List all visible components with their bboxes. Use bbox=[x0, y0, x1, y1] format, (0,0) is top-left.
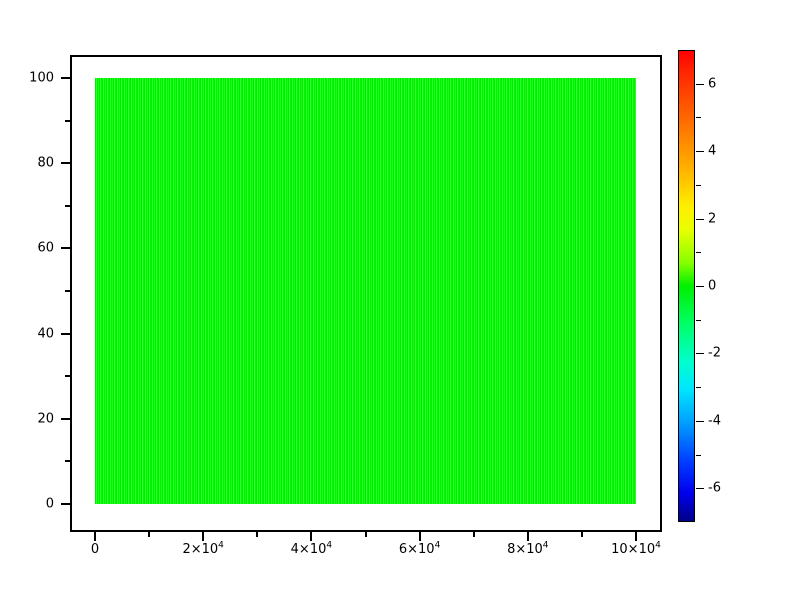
x-tick-major bbox=[635, 532, 637, 541]
colorbar-tick-major bbox=[696, 151, 704, 153]
y-tick-minor bbox=[65, 204, 70, 207]
y-tick-major bbox=[61, 247, 70, 250]
x-tick-major bbox=[94, 532, 96, 541]
x-tick-major bbox=[310, 532, 313, 541]
y-tick-minor bbox=[65, 375, 70, 378]
colorbar-tick-major bbox=[696, 286, 704, 287]
colorbar-tick-minor bbox=[696, 252, 701, 254]
x-tick-minor bbox=[364, 532, 367, 537]
y-tick-major bbox=[61, 503, 70, 505]
y-tick-major bbox=[61, 332, 70, 335]
y-tick-label: 20 bbox=[37, 411, 54, 427]
y-tick-major bbox=[61, 77, 70, 79]
colorbar-tick-minor bbox=[696, 454, 701, 456]
x-tick-major bbox=[418, 532, 421, 541]
y-tick-major bbox=[61, 162, 70, 165]
colorbar-tick-minor bbox=[696, 117, 701, 119]
x-tick-minor bbox=[148, 532, 151, 537]
x-tick-minor bbox=[256, 532, 259, 537]
y-tick-major bbox=[61, 417, 70, 420]
colorbar-tick-label: -4 bbox=[708, 413, 721, 429]
x-tick-major bbox=[202, 532, 205, 541]
y-tick-label: 100 bbox=[29, 70, 54, 86]
colorbar-tick-minor bbox=[696, 319, 701, 321]
y-tick-label: 60 bbox=[37, 240, 54, 256]
x-tick-label: 0 bbox=[90, 542, 100, 557]
y-tick-label: 40 bbox=[37, 326, 54, 342]
colorbar-tick-label: 6 bbox=[708, 76, 717, 92]
x-tick-minor bbox=[472, 532, 475, 537]
colorbar-tick-minor bbox=[696, 387, 701, 389]
colorbar-tick-label: -6 bbox=[708, 480, 721, 496]
colorbar-tick-major bbox=[696, 420, 704, 422]
y-tick-minor bbox=[65, 460, 70, 463]
y-tick-minor bbox=[65, 119, 70, 122]
colorbar-tick-major bbox=[696, 218, 704, 220]
colorbar-tick-label: 2 bbox=[708, 211, 717, 227]
colorbar-tick-label: 0 bbox=[708, 278, 717, 294]
x-tick-label: 4×104 bbox=[290, 540, 333, 557]
colorbar-tick-major bbox=[696, 488, 704, 490]
colorbar-tick-label: -2 bbox=[708, 345, 721, 361]
y-tick-label: 80 bbox=[37, 155, 54, 171]
colorbar-tick-major bbox=[696, 353, 704, 355]
heatmap-image bbox=[95, 78, 636, 504]
x-tick-label: 6×104 bbox=[398, 540, 441, 557]
x-tick-major bbox=[526, 532, 529, 541]
x-tick-minor bbox=[580, 532, 583, 537]
colorbar-tick-major bbox=[696, 83, 704, 85]
colorbar-tick-label: 4 bbox=[708, 143, 717, 159]
x-tick-label: 2×104 bbox=[182, 540, 224, 557]
x-tick-label: 10×104 bbox=[611, 540, 661, 557]
colorbar-tick-minor bbox=[696, 184, 701, 186]
x-tick-label: 8×104 bbox=[507, 540, 549, 557]
y-tick-label: 0 bbox=[45, 496, 54, 512]
y-tick-minor bbox=[65, 290, 70, 292]
colorbar-gradient bbox=[678, 50, 695, 522]
